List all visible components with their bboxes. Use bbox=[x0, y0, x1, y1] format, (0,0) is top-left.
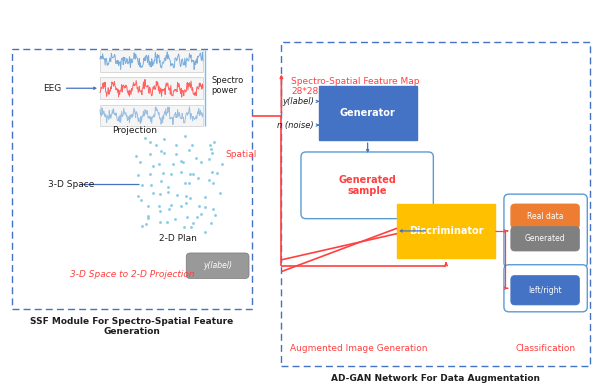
Text: y(label): y(label) bbox=[282, 97, 314, 106]
FancyBboxPatch shape bbox=[319, 86, 416, 140]
Text: 2-D Plan: 2-D Plan bbox=[160, 234, 197, 243]
FancyBboxPatch shape bbox=[100, 50, 203, 72]
Text: Projection: Projection bbox=[112, 126, 157, 135]
Text: Real data: Real data bbox=[527, 212, 563, 221]
Text: left/right: left/right bbox=[529, 286, 562, 295]
Text: n (noise): n (noise) bbox=[277, 121, 314, 129]
FancyBboxPatch shape bbox=[511, 226, 580, 251]
Text: Generator: Generator bbox=[340, 108, 395, 118]
FancyBboxPatch shape bbox=[504, 194, 587, 268]
FancyBboxPatch shape bbox=[301, 152, 433, 219]
Text: Generated: Generated bbox=[525, 234, 565, 243]
Text: Augmented Image Generation: Augmented Image Generation bbox=[290, 344, 428, 353]
FancyBboxPatch shape bbox=[504, 265, 587, 312]
FancyBboxPatch shape bbox=[100, 77, 203, 99]
Text: 3-D Space: 3-D Space bbox=[48, 180, 94, 189]
Text: Generated
sample: Generated sample bbox=[338, 175, 396, 196]
Text: Discriminator: Discriminator bbox=[409, 226, 484, 236]
Text: SSF Module For Spectro-Spatial Feature
Generation: SSF Module For Spectro-Spatial Feature G… bbox=[30, 317, 233, 336]
Text: y(label): y(label) bbox=[203, 261, 232, 270]
Text: Spectro-Spatial Feature Map
28*28: Spectro-Spatial Feature Map 28*28 bbox=[291, 77, 419, 96]
Text: Spectro
power: Spectro power bbox=[212, 75, 244, 95]
Text: Spatial: Spatial bbox=[226, 151, 257, 159]
Text: AD-GAN Network For Data Augmentation: AD-GAN Network For Data Augmentation bbox=[331, 373, 540, 383]
FancyBboxPatch shape bbox=[100, 105, 203, 126]
FancyBboxPatch shape bbox=[186, 253, 249, 278]
FancyBboxPatch shape bbox=[511, 275, 580, 305]
FancyBboxPatch shape bbox=[397, 204, 495, 258]
Text: Classification: Classification bbox=[515, 344, 575, 353]
FancyBboxPatch shape bbox=[511, 204, 580, 229]
Text: EEG: EEG bbox=[43, 84, 62, 93]
Text: 3-D Space to 2-D Projection: 3-D Space to 2-D Projection bbox=[70, 270, 194, 279]
